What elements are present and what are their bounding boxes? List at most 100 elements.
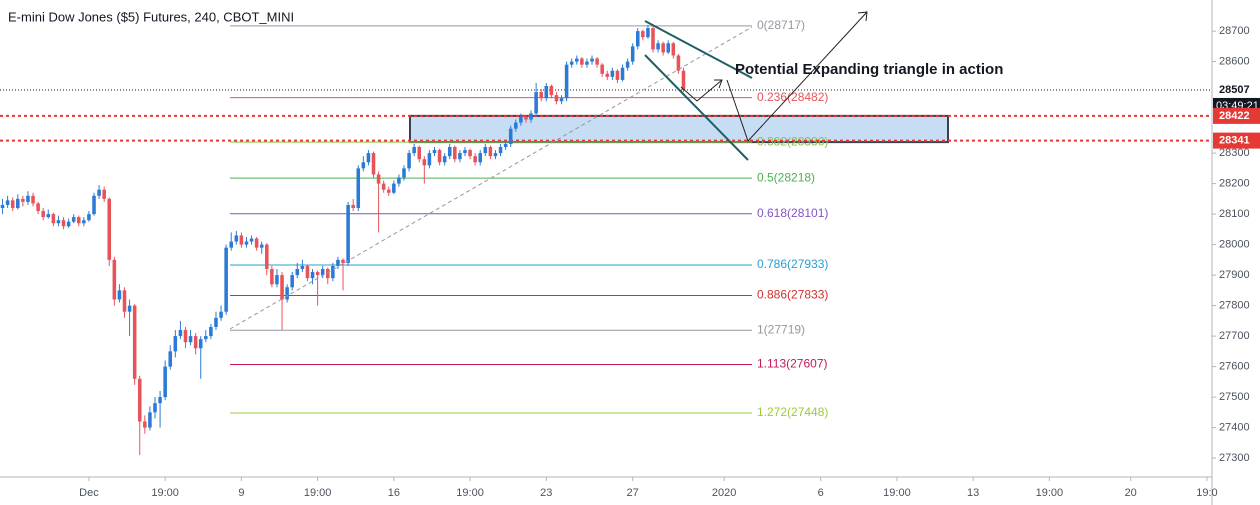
candle-body [585,61,589,65]
arrow-path [726,11,868,142]
x-tick-label: 19:0 [1196,487,1217,499]
candle-body [646,28,650,38]
last-price-label: 28507 [1219,84,1250,96]
candle-body [214,317,218,327]
candle-body [234,235,239,242]
candle-body [132,305,137,379]
candle-body [204,336,208,340]
candle-body [402,168,406,178]
candle-body [259,244,264,248]
candle-body [275,275,279,285]
candle-body [371,153,376,175]
candle-body [386,189,391,193]
candle-body [5,200,10,205]
candle-body [300,265,305,269]
candle-body [392,183,396,193]
candle-body [432,150,437,154]
candle-body [412,147,416,154]
candle-body [549,86,554,96]
candle-body [651,28,655,50]
candle-body [559,98,564,102]
candle-body [625,61,630,68]
candle-body [331,265,335,279]
candle-body [503,143,508,148]
x-tick-label: 19:00 [151,487,179,499]
y-tick-label: 28200 [1219,178,1250,190]
fib-label: 0(28717) [757,18,805,32]
candle-body [620,67,625,80]
candle-body [529,113,533,120]
candle-body [239,235,244,245]
candle-body [107,198,112,260]
x-tick-label: 20 [1125,487,1137,499]
candle-body [361,162,366,169]
candles [0,25,686,456]
candle-body [41,211,45,218]
candle-body [534,92,538,114]
candle-body [514,122,518,129]
candle-body [351,204,355,209]
candle-body [635,31,640,47]
candle-body [158,397,162,404]
candle-body [366,153,371,163]
candle-body [137,378,142,422]
h-line-label: 28422 [1219,110,1250,122]
candle-body [16,198,20,209]
fib-label: 1.113(27607) [757,357,828,371]
x-tick-label: 6 [818,487,824,499]
y-tick-label: 27800 [1219,300,1250,312]
candle-body [605,73,610,77]
candle-body [453,147,457,160]
candle-body [478,153,483,163]
candle-body [676,55,681,71]
x-tick-label: 19:00 [883,487,911,499]
candle-body [92,195,96,215]
candle-body [447,147,452,157]
x-tick-label: 13 [967,487,979,499]
candle-body [71,217,76,222]
drawings [229,11,868,330]
candle-body [600,64,604,74]
candle-body [280,275,284,300]
candle-body [539,92,543,99]
candle-body [417,147,422,160]
candle-body [437,150,442,163]
zone-box [409,114,949,144]
candle-body [10,200,15,209]
y-tick-label: 28700 [1219,25,1250,37]
candle-body [66,221,71,227]
y-tick-label: 27400 [1219,421,1250,433]
fib-label: 0.5(28218) [757,170,815,184]
candle-body [376,174,381,184]
x-tick-label: 23 [540,487,552,499]
zone-layer [409,114,949,144]
candle-body [102,189,106,199]
candle-body [580,58,584,65]
candle-body [407,153,411,169]
arrow-head [714,79,723,89]
candle-body [31,195,35,204]
fib-label: 0.886(27833) [757,288,828,302]
candle-body [46,214,51,218]
candle-body [569,61,574,65]
y-tick-label: 28100 [1219,208,1250,220]
candle-body [198,339,203,349]
fib-label: 0.786(27933) [757,257,828,271]
fib-label: 1(27719) [757,322,805,336]
candle-body [254,238,259,248]
y-tick-label: 27700 [1219,330,1250,342]
candle-body [229,241,233,248]
candle-body [148,412,152,428]
candle-body [615,70,620,80]
candle-body [219,311,223,318]
y-tick-label: 27300 [1219,452,1250,464]
candle-body [117,290,122,300]
candle-body [458,153,462,160]
candle-body [36,203,40,212]
candle-body [320,268,325,276]
candle-body [209,326,213,337]
candle-body [336,259,340,266]
